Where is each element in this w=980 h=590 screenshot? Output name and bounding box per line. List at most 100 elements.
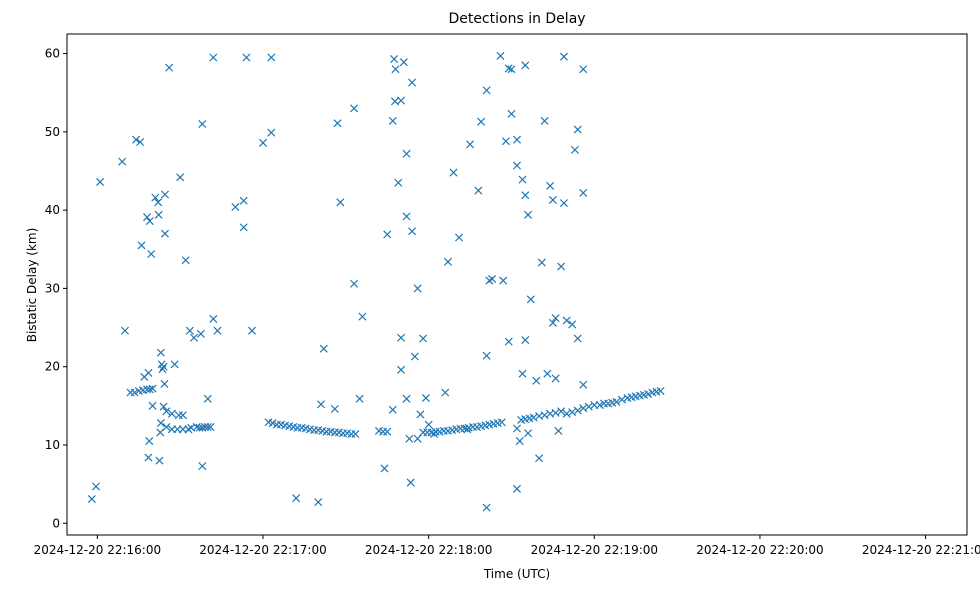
data-point (145, 385, 154, 394)
y-tick-label: 40 (45, 203, 60, 217)
data-point (423, 428, 432, 437)
data-point (147, 249, 156, 258)
y-tick-label: 20 (45, 360, 60, 374)
data-point (154, 198, 163, 207)
data-point (118, 157, 127, 166)
data-point (154, 210, 163, 219)
data-point (408, 78, 417, 87)
data-point (518, 369, 527, 378)
data-point (203, 422, 212, 431)
data-point (267, 53, 276, 62)
data-point (413, 434, 422, 443)
data-point (158, 365, 167, 374)
data-point (551, 314, 560, 323)
data-point (501, 137, 510, 146)
data-point (292, 494, 301, 503)
data-point (559, 199, 568, 208)
data-point (391, 65, 400, 74)
data-point (504, 64, 513, 73)
data-point (388, 405, 397, 414)
data-point (540, 116, 549, 125)
y-tick-label: 10 (45, 438, 60, 452)
data-point (209, 314, 218, 323)
data-point (358, 312, 367, 321)
data-point (496, 51, 505, 60)
data-point (258, 138, 268, 147)
data-point (351, 429, 360, 439)
data-point (316, 400, 326, 409)
data-point (537, 258, 546, 267)
data-point (402, 212, 411, 221)
data-point (540, 411, 549, 420)
data-point (174, 411, 183, 420)
data-point (551, 408, 560, 417)
data-point (189, 333, 199, 342)
data-point (165, 63, 174, 72)
data-point (466, 140, 475, 149)
data-point (656, 386, 665, 395)
data-point (206, 422, 215, 431)
data-point (136, 138, 145, 147)
data-point (402, 394, 411, 403)
data-point (170, 360, 179, 369)
data-point (159, 402, 168, 411)
data-point (441, 388, 450, 397)
data-point (185, 326, 194, 335)
data-point (526, 295, 535, 304)
y-tick-label: 0 (52, 516, 60, 530)
data-point (402, 149, 411, 158)
data-point (463, 425, 472, 434)
data-point (512, 161, 522, 170)
data-point (350, 104, 359, 113)
data-point (579, 65, 588, 74)
data-point (413, 284, 422, 293)
data-point (474, 186, 483, 195)
data-point (160, 229, 170, 238)
data-point (196, 329, 205, 338)
x-axis-label: Time (UTC) (483, 567, 550, 581)
data-point (507, 109, 516, 118)
data-point (499, 276, 508, 285)
data-point (181, 256, 190, 265)
y-tick-label: 60 (45, 47, 60, 61)
data-point (568, 408, 577, 417)
data-point (612, 397, 621, 406)
data-point (568, 320, 577, 329)
data-point (268, 419, 277, 428)
x-tick-label: 2024-12-20 22:16:00 (34, 543, 161, 557)
y-tick-label: 30 (45, 281, 60, 295)
data-point (390, 55, 399, 64)
data-point (524, 210, 533, 219)
data-point (314, 498, 323, 507)
data-point (504, 337, 513, 346)
y-axis-label: Bistatic Delay (km) (25, 228, 39, 343)
data-point (543, 369, 552, 378)
data-point (239, 196, 248, 205)
data-point (336, 198, 345, 207)
data-point (333, 119, 342, 128)
data-point (477, 117, 486, 126)
data-point (160, 190, 170, 199)
data-point (405, 434, 414, 443)
data-point (203, 394, 212, 403)
data-point (424, 420, 433, 429)
data-point (579, 380, 588, 389)
data-point (521, 336, 530, 345)
plot-area-frame (66, 33, 968, 536)
data-point (488, 274, 497, 284)
data-point (198, 462, 207, 471)
data-point (406, 478, 415, 487)
data-point (518, 175, 527, 184)
x-tick-label: 2024-12-20 22:20:00 (696, 543, 823, 557)
data-point (155, 456, 164, 465)
data-point (497, 418, 506, 427)
data-point (397, 333, 406, 342)
data-point (267, 128, 276, 137)
data-point (512, 484, 522, 493)
data-point (644, 390, 653, 399)
data-point (548, 318, 557, 327)
data-point (573, 406, 582, 415)
data-point (330, 404, 339, 413)
data-point (383, 230, 392, 239)
